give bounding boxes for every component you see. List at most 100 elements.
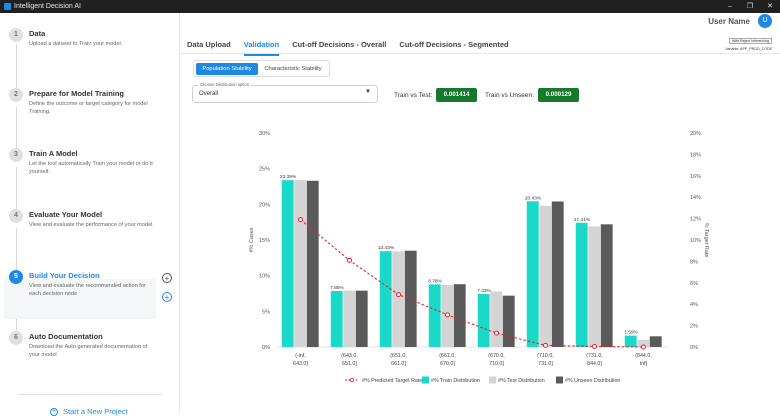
train-vs-test-badge: 0.001414 (436, 88, 477, 102)
legend-swatch-train (422, 376, 429, 384)
bar-unseen (453, 284, 466, 347)
y-axis-label: #% Cases (249, 227, 255, 252)
x-tick-label: (844.0, (635, 353, 652, 359)
user-menu[interactable]: User Name U (708, 14, 772, 28)
predicted-rate-line (300, 219, 644, 348)
y-tick-label: 0% (262, 345, 270, 351)
tab-data-upload[interactable]: Data Upload (187, 40, 231, 49)
x-tick-label: 670.0] (440, 361, 455, 367)
step-connector (15, 44, 17, 88)
step-title: Data (29, 29, 46, 38)
x-tick-label: 710.0] (489, 361, 504, 367)
y2-tick-label: 18% (690, 152, 701, 158)
predicted-rate-point (347, 257, 352, 263)
bar-unseen (502, 295, 515, 347)
legend-label-test: #% Test Distribution (498, 378, 545, 384)
y-tick-label: 25% (259, 167, 270, 173)
bar-unseen (600, 224, 613, 347)
y-tick-label: 5% (262, 309, 270, 315)
data-label: 8.78% (428, 278, 442, 284)
y2-tick-label: 6% (690, 281, 698, 287)
x-tick-label: (651.0, (390, 353, 407, 359)
active-step-highlight (4, 279, 156, 319)
legend-swatch-unseen (556, 376, 563, 384)
legend-label-rate: #% Predicted Target Rate (362, 378, 422, 384)
minimize-button[interactable]: – (728, 3, 732, 10)
train-vs-unseen-badge: 0.000129 (538, 88, 579, 102)
bar-train (575, 222, 588, 347)
distribution-select[interactable]: Choose Distribution option Overall ▼ (192, 82, 378, 103)
legend-label-unseen: #% Unseen Distribution (565, 378, 620, 384)
step-number: 2 (9, 88, 23, 102)
y2-tick-label: 20% (690, 131, 701, 137)
bar-unseen (551, 201, 564, 347)
y2-tick-label: 4% (690, 302, 698, 308)
tab-cutoff-overall[interactable]: Cut-off Decisions - Overall (292, 40, 387, 49)
add-node-icon[interactable]: + (162, 292, 172, 302)
step-title: Train A Model (29, 149, 78, 158)
predicted-rate-point (543, 342, 548, 348)
user-name: User Name (708, 16, 750, 26)
bar-train (379, 251, 392, 347)
bar-test (637, 339, 650, 347)
characteristic-stability-toggle[interactable]: Characteristic Stability (264, 66, 322, 72)
y-tick-label: 30% (259, 131, 270, 137)
step-description: View and evaluate the performance of you… (29, 222, 154, 228)
data-label: 17.41% (574, 217, 591, 223)
tab-cutoff-segmented[interactable]: Cut-off Decisions - Segmented (399, 40, 509, 49)
x-tick-label: 651.0] (342, 361, 357, 367)
bar-train (477, 293, 490, 347)
predicted-rate-point (494, 330, 499, 336)
sidebar-divider (18, 394, 162, 395)
tabs-underline (180, 53, 780, 54)
population-stability-toggle[interactable]: Population Stability (196, 63, 258, 75)
maximize-button[interactable]: ❐ (746, 3, 754, 10)
step-title: Auto Documentation (29, 332, 103, 341)
train-vs-test-label: Train vs Test: (394, 92, 433, 99)
bar-train (281, 180, 294, 347)
bar-train (526, 201, 539, 347)
sidebar: 1 Data Upload a dataset to Train your mo… (0, 13, 180, 416)
predicted-rate-point (592, 343, 597, 349)
bar-unseen (306, 180, 319, 347)
bar-test (343, 290, 356, 347)
bar-test (588, 226, 601, 347)
data-label: 20.43% (525, 195, 542, 201)
data-label: 1.59% (624, 330, 638, 336)
step-description: Download the Auto generated documentatio… (29, 344, 148, 358)
step-title: Evaluate Your Model (29, 210, 103, 219)
y-tick-label: 20% (259, 202, 270, 208)
step-connector (15, 167, 17, 209)
legend-swatch-test (489, 376, 496, 384)
app-icon (4, 3, 11, 10)
data-label: 23.39% (280, 174, 297, 180)
y-tick-label: 15% (259, 238, 270, 244)
bar-train (428, 284, 441, 347)
bar-test (294, 180, 307, 347)
legend-marker-rate (349, 377, 354, 382)
select-value: Overall (199, 91, 219, 97)
step-number: 5 (9, 270, 23, 284)
add-decision-icon[interactable]: + (162, 273, 172, 283)
predicted-rate-point (445, 312, 450, 318)
close-button[interactable]: ✕ (767, 3, 773, 10)
x-tick-label: 661.0] (391, 361, 406, 367)
x-tick-label: (670.0, (488, 353, 505, 359)
avatar: U (758, 14, 772, 28)
app-title: Intelligent Decision AI (14, 3, 81, 10)
step-number: 1 (9, 28, 23, 42)
step-number: 4 (9, 209, 23, 223)
bar-test (539, 205, 552, 347)
bar-unseen (404, 250, 417, 347)
tab-validation[interactable]: Validation (243, 40, 280, 56)
bar-test (392, 251, 405, 347)
main-tabs: Data Upload Validation Cut-off Decisions… (187, 40, 522, 56)
y-tick-label: 10% (259, 274, 270, 280)
y2-tick-label: 12% (690, 217, 701, 223)
step-description: Let the tool automatically Train your mo… (29, 161, 153, 175)
bar-train (330, 291, 343, 347)
x-tick-label: 844.0] (587, 361, 602, 367)
step-connector (15, 228, 17, 270)
bar-unseen (649, 336, 662, 347)
